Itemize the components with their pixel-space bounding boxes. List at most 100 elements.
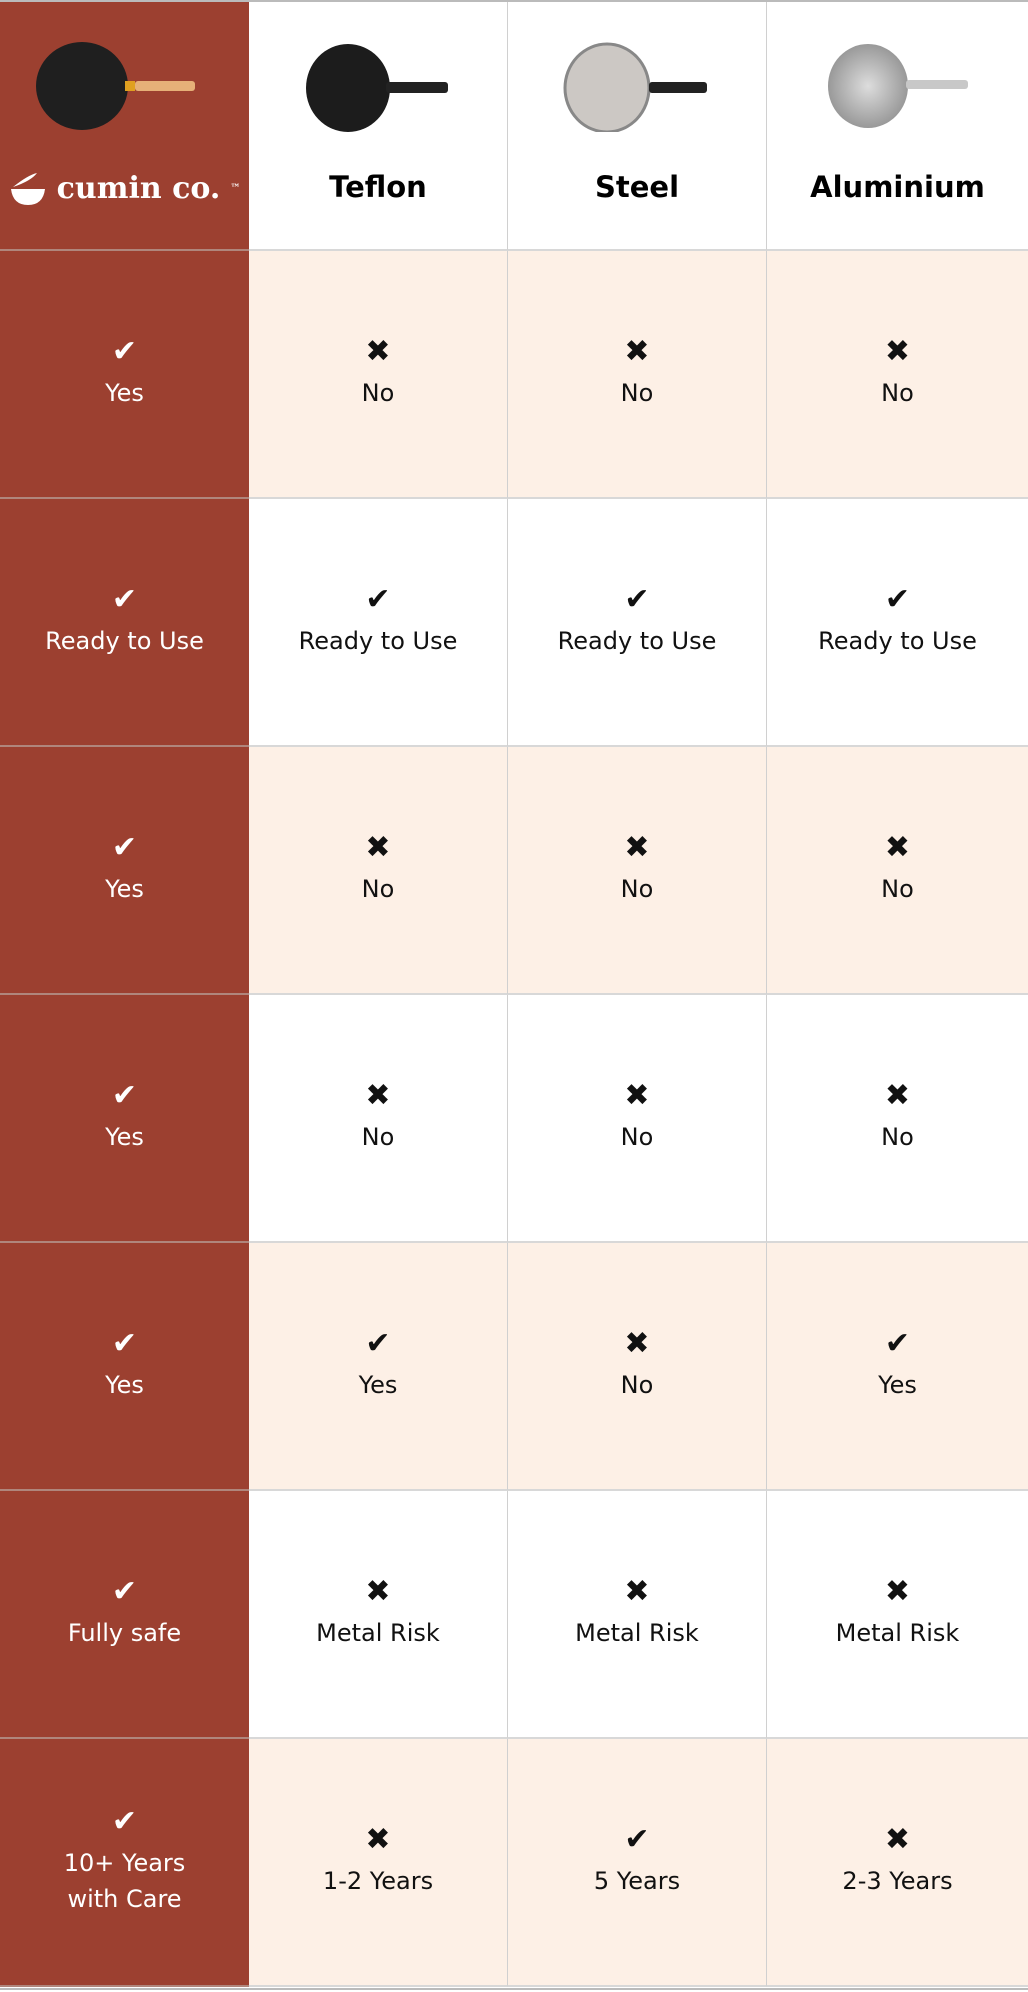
cell-text: No — [881, 1123, 914, 1151]
check-icon: ✔ — [624, 582, 650, 617]
cross-icon: ✖ — [884, 1822, 911, 1857]
check-icon: ✔ — [884, 582, 911, 617]
steel-pan-image — [563, 42, 707, 132]
check-icon: ✔ — [111, 1804, 138, 1839]
cell-aluminium-row-7: ✖ 2-3 Years — [767, 1739, 1028, 1987]
cell-text: Yes — [358, 1371, 398, 1399]
brand-name: cumin co. — [56, 171, 221, 206]
cell-text: No — [620, 379, 654, 407]
column-header-aluminium: Aluminium — [810, 170, 985, 204]
cell-text: Yes — [105, 379, 144, 407]
cell-cumin-co-row-1: ✔ Yes — [0, 251, 249, 499]
cell-text: Yes — [105, 1123, 144, 1151]
cross-icon: ✖ — [365, 334, 391, 369]
cell-text: Metal Risk — [316, 1619, 440, 1647]
cell-steel-row-7: ✔ 5 Years — [508, 1739, 767, 1987]
brand-header-cell: cumin co. ™ — [0, 2, 249, 251]
cell-teflon-row-3: ✖ No — [249, 747, 508, 995]
cell-teflon-row-2: ✔ Ready to Use — [249, 499, 508, 747]
cross-icon: ✖ — [624, 334, 650, 369]
teflon-header-cell: Teflon — [249, 2, 508, 251]
cell-text: 1-2 Years — [322, 1867, 434, 1895]
cell-text: 2-3 Years — [842, 1867, 953, 1895]
cell-cumin-co-row-2: ✔ Ready to Use — [0, 499, 249, 747]
brand-logo: cumin co. ™ — [9, 166, 241, 211]
cell-text: No — [361, 875, 395, 903]
cell-text: Ready to Use — [818, 627, 977, 655]
cell-teflon-row-7: ✖ 1-2 Years — [249, 1739, 508, 1987]
check-icon: ✔ — [884, 1326, 911, 1361]
cell-text: 10+ Years with Care — [63, 1849, 186, 1913]
cell-cumin-co-row-7: ✔ 10+ Years with Care — [0, 1739, 249, 1987]
check-icon: ✔ — [111, 1078, 138, 1113]
brand-tm: ™ — [230, 183, 241, 194]
cell-steel-row-3: ✖ No — [508, 747, 767, 995]
cell-text: Yes — [105, 875, 144, 903]
cell-text: Metal Risk — [835, 1619, 960, 1647]
cell-steel-row-4: ✖ No — [508, 995, 767, 1243]
cell-cumin-co-row-4: ✔ Yes — [0, 995, 249, 1243]
cross-icon: ✖ — [884, 1574, 911, 1609]
column-header-teflon: Teflon — [329, 170, 427, 204]
cell-text: No — [620, 1123, 654, 1151]
check-icon: ✔ — [111, 830, 138, 865]
cell-text: No — [620, 875, 654, 903]
check-icon: ✔ — [365, 582, 391, 617]
aluminium-pan-image — [827, 44, 968, 128]
cell-steel-row-1: ✖ No — [508, 251, 767, 499]
cross-icon: ✖ — [884, 830, 911, 865]
cell-text: Yes — [105, 1371, 144, 1399]
cell-steel-row-5: ✖ No — [508, 1243, 767, 1491]
cell-text: 5 Years — [593, 1867, 681, 1895]
cell-text: Fully safe — [67, 1619, 182, 1647]
teflon-pan-image — [306, 44, 448, 132]
steel-header-cell: Steel — [508, 2, 767, 251]
cell-text: No — [881, 379, 914, 407]
aluminium-header-cell: Aluminium — [767, 2, 1028, 251]
cell-aluminium-row-5: ✔ Yes — [767, 1243, 1028, 1491]
cell-steel-row-6: ✖ Metal Risk — [508, 1491, 767, 1739]
check-icon: ✔ — [624, 1822, 650, 1857]
cross-icon: ✖ — [624, 830, 650, 865]
cell-text: No — [620, 1371, 654, 1399]
cross-icon: ✖ — [365, 1574, 391, 1609]
cell-cumin-co-row-5: ✔ Yes — [0, 1243, 249, 1491]
cell-steel-row-2: ✔ Ready to Use — [508, 499, 767, 747]
check-icon: ✔ — [111, 582, 138, 617]
cell-aluminium-row-2: ✔ Ready to Use — [767, 499, 1028, 747]
cross-icon: ✖ — [884, 1078, 911, 1113]
cell-text: Ready to Use — [557, 627, 717, 655]
cast-iron-tawa-image — [35, 42, 195, 130]
check-icon: ✔ — [111, 1574, 138, 1609]
cell-text: No — [361, 379, 395, 407]
cell-aluminium-row-6: ✖ Metal Risk — [767, 1491, 1028, 1739]
check-icon: ✔ — [111, 1326, 138, 1361]
cross-icon: ✖ — [365, 830, 391, 865]
cross-icon: ✖ — [365, 1078, 391, 1113]
cell-cumin-co-row-6: ✔ Fully safe — [0, 1491, 249, 1739]
cross-icon: ✖ — [624, 1078, 650, 1113]
cell-aluminium-row-4: ✖ No — [767, 995, 1028, 1243]
cross-icon: ✖ — [365, 1822, 391, 1857]
cell-aluminium-row-3: ✖ No — [767, 747, 1028, 995]
cell-text: Metal Risk — [575, 1619, 699, 1647]
cell-text: No — [881, 875, 914, 903]
cell-teflon-row-1: ✖ No — [249, 251, 508, 499]
cell-teflon-row-6: ✖ Metal Risk — [249, 1491, 508, 1739]
cell-aluminium-row-1: ✖ No — [767, 251, 1028, 499]
cell-text: Ready to Use — [45, 627, 204, 655]
cell-text: Yes — [878, 1371, 917, 1399]
cell-text: Ready to Use — [298, 627, 458, 655]
column-header-steel: Steel — [594, 170, 680, 204]
check-icon: ✔ — [111, 334, 138, 369]
cross-icon: ✖ — [884, 334, 911, 369]
bowl-logo-icon — [10, 172, 45, 205]
cell-teflon-row-5: ✔ Yes — [249, 1243, 508, 1491]
check-icon: ✔ — [365, 1326, 391, 1361]
cell-cumin-co-row-3: ✔ Yes — [0, 747, 249, 995]
cell-teflon-row-4: ✖ No — [249, 995, 508, 1243]
cross-icon: ✖ — [624, 1326, 650, 1361]
cell-text: No — [361, 1123, 395, 1151]
cross-icon: ✖ — [624, 1574, 650, 1609]
